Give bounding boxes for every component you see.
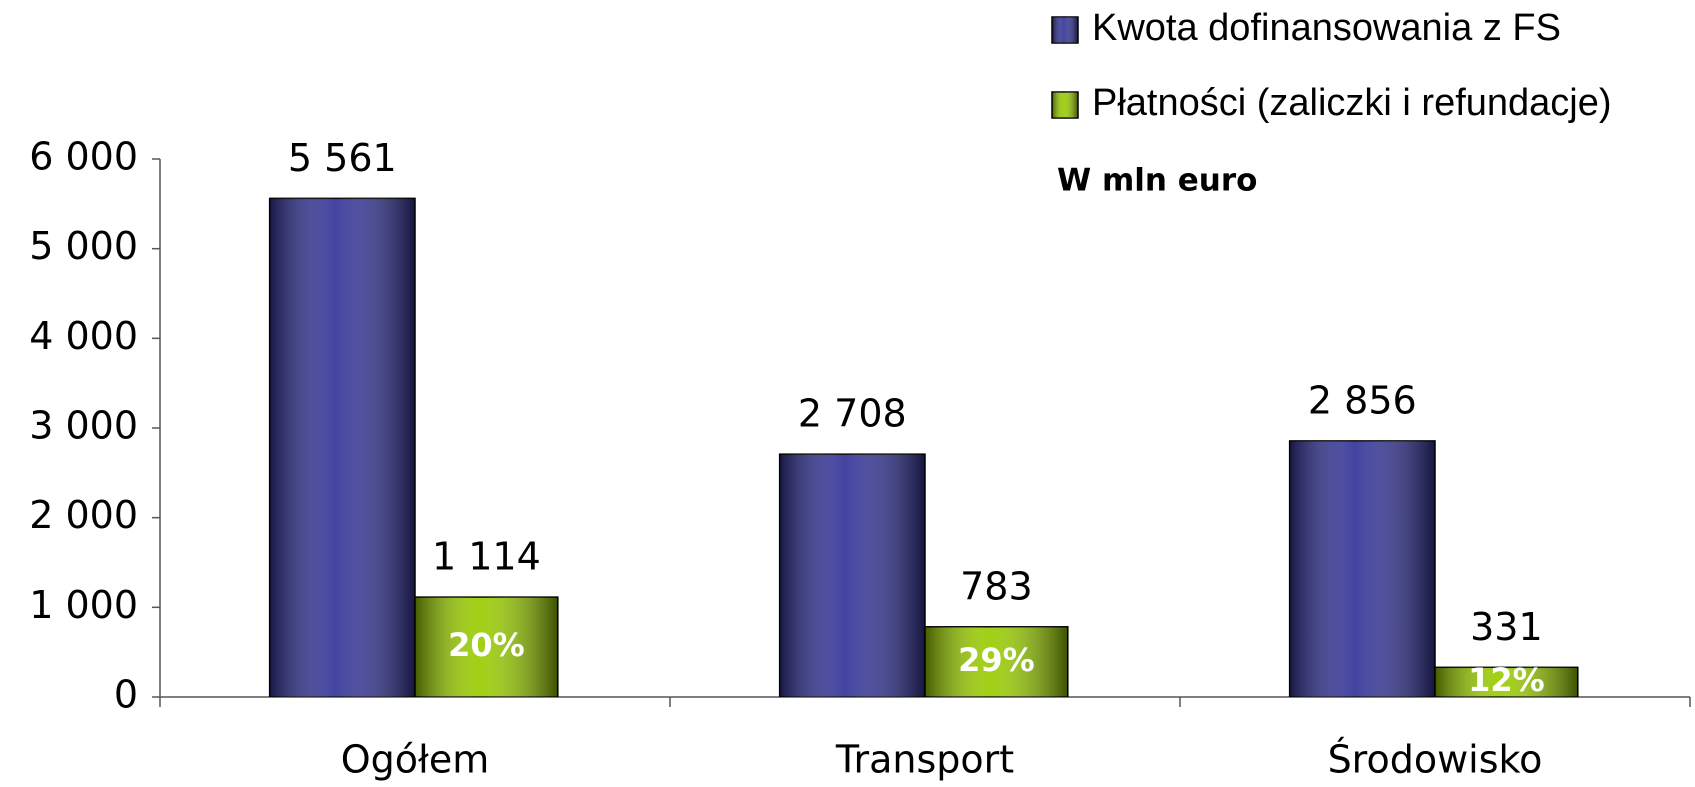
y-tick-label: 5 000 <box>29 224 138 268</box>
bar-shade <box>1435 667 1578 697</box>
x-tick-label: Transport <box>835 738 1014 782</box>
legend-swatch-shade <box>1052 92 1078 118</box>
value-label: 1 114 <box>432 535 541 579</box>
bar-shade <box>1289 440 1435 697</box>
value-label: 331 <box>1470 605 1543 649</box>
percent-label: 29% <box>958 641 1035 679</box>
y-tick-label: 2 000 <box>29 493 138 537</box>
legend-label: Płatności (zaliczki i refundacje) <box>1092 82 1612 124</box>
y-tick-label: 6 000 <box>29 135 138 179</box>
y-tick-label: 4 000 <box>29 314 138 358</box>
percent-label: 20% <box>448 626 525 664</box>
value-label: 783 <box>960 564 1033 608</box>
value-label: 5 561 <box>288 136 397 180</box>
bars: 20% 29% 12% <box>268 197 1579 699</box>
percent-label: 12% <box>1468 661 1545 699</box>
legend-label: Kwota dofinansowania z FS <box>1092 7 1561 49</box>
value-label: 2 856 <box>1308 378 1417 422</box>
x-tick-label: Ogółem <box>341 738 489 782</box>
chart-subtitle: W mln euro <box>1057 163 1257 199</box>
x-tick-label: Środowisko <box>1328 738 1543 782</box>
bar-shade <box>415 597 558 697</box>
y-tick-label: 0 <box>114 673 138 717</box>
bar-shade <box>269 198 415 697</box>
bar-shade <box>779 454 925 697</box>
value-label: 2 708 <box>798 392 907 436</box>
legend-swatch-shade <box>1052 17 1078 43</box>
y-tick-label: 3 000 <box>29 404 138 448</box>
bar-shade <box>925 626 1068 697</box>
y-tick-label: 1 000 <box>29 583 138 627</box>
